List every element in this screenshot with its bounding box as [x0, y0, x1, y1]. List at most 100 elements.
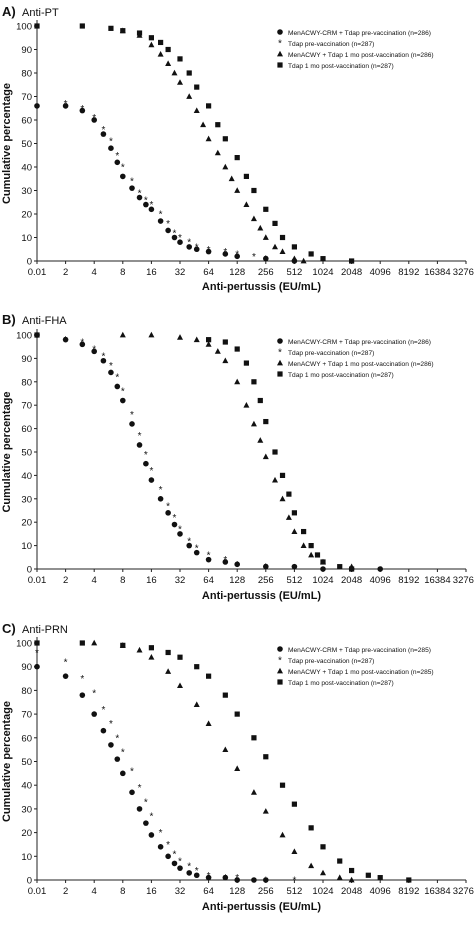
data-point: * [144, 797, 148, 808]
x-tick-label: 128 [229, 886, 245, 897]
data-point [136, 30, 143, 36]
data-point [148, 654, 155, 660]
data-point: * [159, 210, 163, 221]
data-point [250, 789, 257, 795]
data-point [171, 860, 178, 867]
data-point [62, 103, 69, 109]
data-point: * [130, 766, 134, 777]
data-point [262, 453, 269, 460]
data-point [186, 870, 193, 876]
x-tick-label: 8192 [398, 886, 419, 897]
y-tick-label: 10 [21, 233, 32, 244]
data-point [120, 642, 126, 648]
legend-marker-triangle [277, 667, 283, 674]
data-point [171, 234, 178, 241]
data-point [279, 831, 286, 838]
data-point: * [101, 352, 105, 363]
data-point [205, 556, 212, 563]
data-point [143, 820, 149, 826]
y-tick-label: 90 [21, 354, 32, 365]
data-point [177, 334, 183, 340]
x-tick-label: 2 [63, 267, 68, 278]
data-point: * [80, 104, 84, 115]
data-point: * [92, 345, 96, 356]
data-point [165, 649, 171, 656]
y-tick-label: 70 [21, 710, 32, 721]
data-point [286, 491, 292, 497]
data-point [136, 646, 143, 653]
data-point: * [130, 177, 134, 188]
x-axis-title: Anti-pertussis (EU/mL) [202, 901, 322, 913]
y-tick-label: 70 [21, 92, 32, 103]
panel-title: Anti-PT [22, 7, 59, 19]
data-point [165, 510, 171, 516]
x-tick-label: 256 [258, 267, 274, 278]
legend-marker-square [277, 679, 283, 685]
panel-letter: C) [2, 621, 16, 636]
data-point [91, 117, 97, 123]
data-point [34, 663, 40, 670]
data-point [348, 876, 355, 883]
data-point [205, 135, 212, 142]
x-tick-label: 8192 [398, 267, 419, 278]
data-point [263, 563, 269, 570]
data-point [234, 711, 240, 717]
legend-marker-circle [277, 29, 283, 35]
data-point [91, 639, 98, 646]
data-point: * [92, 113, 96, 124]
y-tick-label: 30 [21, 804, 32, 815]
data-point [291, 848, 298, 854]
data-point [34, 103, 40, 109]
data-point [257, 397, 263, 404]
data-point [222, 746, 229, 753]
data-point [148, 645, 154, 651]
x-tick-label: 16 [146, 575, 157, 586]
data-point [136, 442, 143, 448]
data-point [234, 253, 240, 260]
y-tick-label: 30 [21, 186, 32, 197]
data-point [285, 514, 292, 520]
x-axis-title: Anti-pertussis (EU/mL) [202, 281, 322, 293]
series-square [34, 23, 355, 264]
data-point [114, 159, 121, 166]
data-point: * [64, 99, 68, 110]
panel-letter: B) [2, 312, 16, 327]
data-point [148, 832, 155, 838]
data-point: * [80, 674, 84, 685]
data-point [136, 194, 143, 201]
data-point [120, 28, 126, 34]
data-point: * [101, 705, 105, 716]
data-point [234, 187, 241, 193]
x-tick-label: 16384 [424, 575, 450, 586]
data-point: * [144, 195, 148, 206]
data-point: * [144, 450, 148, 461]
data-point [206, 103, 212, 109]
data-point [91, 348, 97, 355]
x-tick-label: 0.01 [28, 575, 47, 586]
data-point [114, 756, 121, 762]
data-point [206, 337, 212, 343]
x-tick-label: 16 [146, 886, 157, 897]
y-tick-label: 50 [21, 139, 32, 150]
legend-label: Tdap pre-vaccination (n=287) [288, 658, 374, 665]
data-point: * [149, 200, 153, 211]
x-tick-label: 8 [120, 575, 125, 586]
y-tick-label: 100 [16, 331, 32, 342]
data-point: * [173, 849, 177, 860]
x-tick-label: 4096 [370, 575, 391, 586]
data-point: * [187, 536, 191, 547]
y-tick-label: 50 [21, 757, 32, 768]
data-point: * [223, 247, 227, 258]
data-point [314, 552, 321, 558]
data-point [300, 257, 307, 264]
data-point [157, 496, 164, 502]
legend-marker-triangle [277, 359, 283, 366]
data-point [62, 336, 69, 343]
data-point: * [159, 485, 163, 496]
data-point [119, 331, 126, 338]
data-point [251, 187, 257, 194]
legend-marker-square [277, 371, 283, 377]
data-point [320, 869, 326, 876]
